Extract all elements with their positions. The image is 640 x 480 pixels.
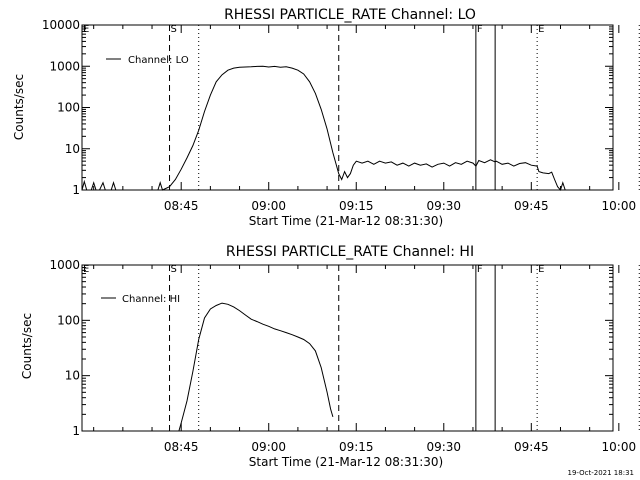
chart-title: RHESSI PARTICLE_RATE Channel: LO — [224, 7, 476, 23]
y-tick-label: 1000 — [49, 59, 80, 73]
x-tick-label: 08:45 — [164, 440, 199, 454]
x-tick-label: 09:00 — [251, 199, 286, 213]
x-tick-label: 09:00 — [251, 440, 286, 454]
x-tick-label: 08:45 — [164, 199, 199, 213]
event-marker-label: E — [538, 264, 544, 275]
x-axis-label: Start Time (21-Mar-12 08:31:30) — [249, 214, 443, 228]
y-tick-label: 10 — [65, 369, 80, 383]
x-tick-label: 10:00 — [602, 440, 637, 454]
y-tick-label: 1 — [72, 424, 80, 438]
y-tick-label: 100 — [57, 313, 80, 327]
event-marker-label: S — [171, 264, 177, 275]
x-tick-label: 09:45 — [514, 440, 549, 454]
series-line — [81, 65, 567, 191]
y-tick-label: 1000 — [49, 258, 80, 272]
x-axis-label: Start Time (21-Mar-12 08:31:30) — [249, 455, 443, 469]
event-marker-label: E — [83, 264, 89, 275]
chart-panel-lo: RHESSI PARTICLE_RATE Channel: LO Start T… — [12, 7, 640, 228]
x-tick-label: 10:00 — [602, 199, 637, 213]
x-tick-label: 09:15 — [339, 440, 374, 454]
series-line — [178, 302, 334, 432]
y-tick-label: 10 — [65, 142, 80, 156]
x-tick-label: 09:45 — [514, 199, 549, 213]
event-marker-label: F — [477, 24, 483, 35]
y-tick-label: 1 — [72, 183, 80, 197]
event-marker-label: E — [83, 24, 89, 35]
event-marker-label: F — [477, 264, 483, 275]
chart-panel-hi: RHESSI PARTICLE_RATE Channel: HI Start T… — [20, 244, 640, 469]
generation-timestamp: 19-Oct-2021 18:31 — [568, 469, 634, 477]
x-tick-label: 09:15 — [339, 199, 374, 213]
legend-label: Channel: LO — [128, 55, 189, 66]
y-axis-label: Counts/sec — [20, 313, 34, 379]
y-tick-label: 100 — [57, 101, 80, 115]
y-axis-label: Counts/sec — [12, 74, 26, 140]
x-tick-label: 09:30 — [426, 199, 461, 213]
plot-frame — [81, 264, 614, 432]
chart-title: RHESSI PARTICLE_RATE Channel: HI — [226, 244, 474, 260]
x-tick-label: 09:30 — [426, 440, 461, 454]
legend-label: Channel: HI — [122, 294, 180, 305]
y-tick-label: 10000 — [42, 18, 80, 32]
plot-frame — [81, 24, 614, 191]
event-marker-label: E — [538, 24, 544, 35]
event-marker-label: S — [171, 24, 177, 35]
